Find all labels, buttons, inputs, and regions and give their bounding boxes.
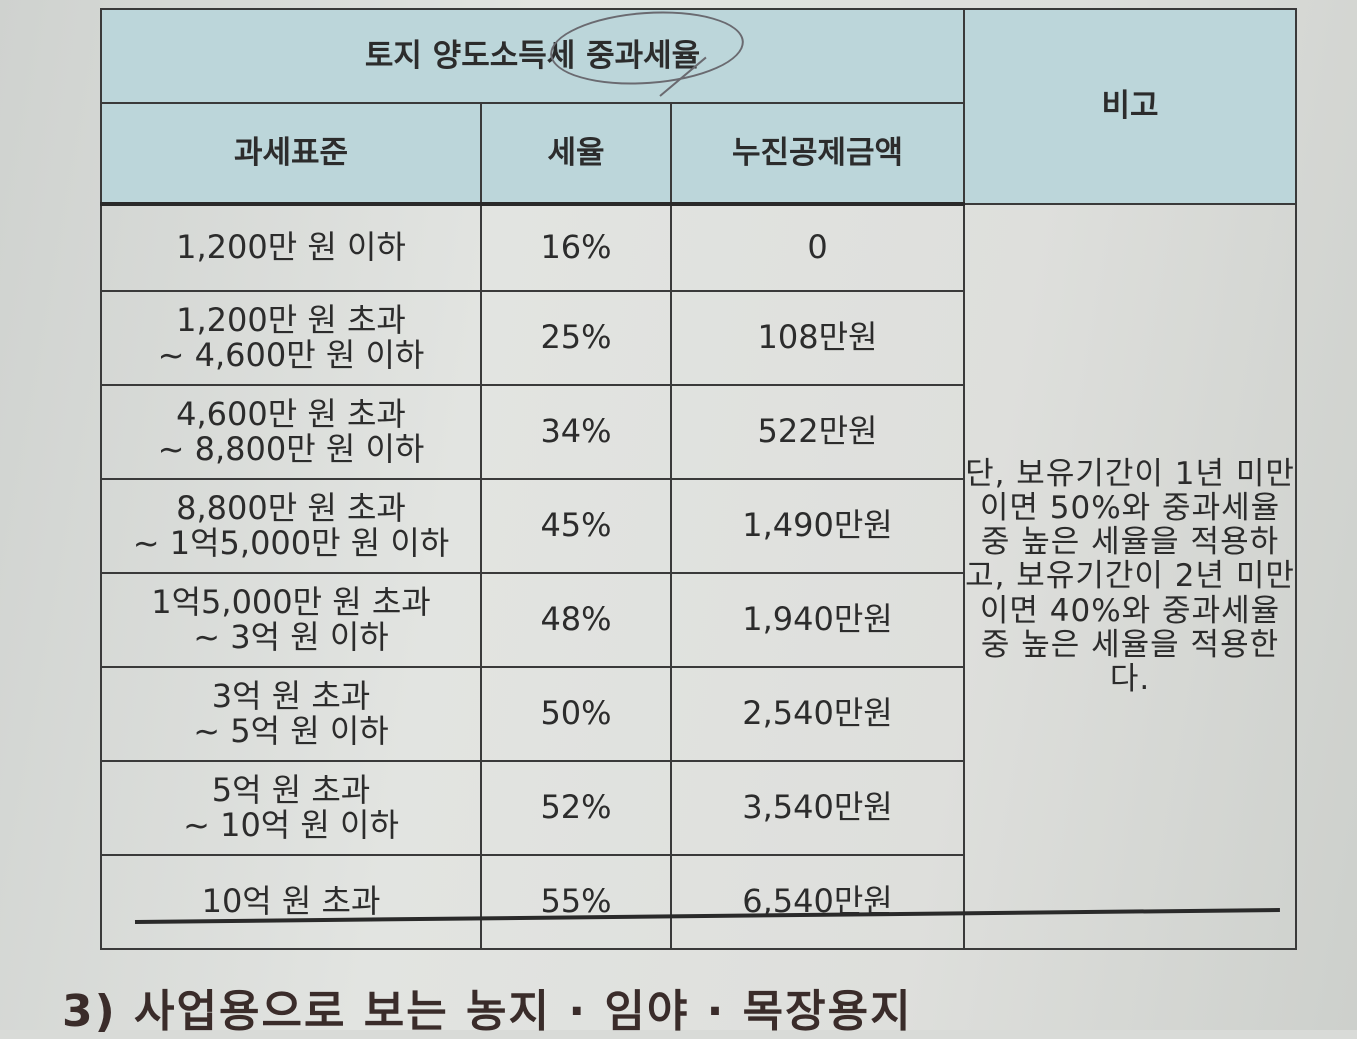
cell-deduction: 3,540만원 (670, 760, 965, 856)
table-row: 8,800만 원 초과 ~ 1억5,000만 원 이하 45% 1,490만원 (100, 478, 1296, 574)
cell-tax-base: 5억 원 초과 ~ 10억 원 이하 (100, 760, 482, 856)
col-header-tax-base: 과세표준 (100, 102, 482, 206)
cell-rate: 16% (480, 203, 672, 292)
cell-deduction: 522만원 (670, 384, 965, 480)
cell-deduction: 1,490만원 (670, 478, 965, 574)
cell-deduction: 6,540만원 (670, 854, 965, 950)
cell-rate: 55% (480, 854, 672, 950)
cell-tax-base: 4,600만 원 초과 ~ 8,800만 원 이하 (100, 384, 482, 480)
cell-rate: 52% (480, 760, 672, 856)
col-header-deduction: 누진공제금액 (670, 102, 965, 206)
note-cell: 단, 보유기간이 1년 미만이면 50%와 중과세율 중 높은 세율을 적용하고… (963, 203, 1297, 950)
cell-tax-base: 1,200만 원 초과 ~ 4,600만 원 이하 (100, 290, 482, 386)
cell-tax-base: 3억 원 초과 ~ 5억 원 이하 (100, 666, 482, 762)
cell-tax-base: 8,800만 원 초과 ~ 1억5,000만 원 이하 (100, 478, 482, 574)
cell-tax-base: 1,200만 원 이하 (100, 203, 482, 292)
col-header-rate: 세율 (480, 102, 672, 206)
cell-rate: 48% (480, 572, 672, 668)
cell-deduction: 108만원 (670, 290, 965, 386)
tax-rate-table: 토지 양도소득세 중과세율 비고 과세표준 세율 누진공제금액 1,200만 원… (100, 8, 1297, 950)
table-row: 5억 원 초과 ~ 10억 원 이하 52% 3,540만원 (100, 760, 1296, 856)
table-row: 4,600만 원 초과 ~ 8,800만 원 이하 34% 522만원 (100, 384, 1296, 480)
cell-deduction: 1,940만원 (670, 572, 965, 668)
cell-deduction: 2,540만원 (670, 666, 965, 762)
note-header: 비고 (963, 8, 1297, 205)
cell-rate: 45% (480, 478, 672, 574)
table-title: 토지 양도소득세 중과세율 (100, 8, 965, 104)
table-row: 3억 원 초과 ~ 5억 원 이하 50% 2,540만원 (100, 666, 1296, 762)
table-row: 1,200만 원 이하 16% 0 단, 보유기간이 1년 미만이면 50%와 … (100, 203, 1297, 950)
section-heading: 3) 사업용으로 보는 농지 · 임야 · 목장용지 (62, 986, 913, 1037)
cell-tax-base: 10억 원 초과 (100, 854, 482, 950)
cell-tax-base: 1억5,000만 원 초과 ~ 3억 원 이하 (100, 572, 482, 668)
table-row: 1억5,000만 원 초과 ~ 3억 원 이하 48% 1,940만원 (100, 572, 1296, 668)
cell-rate: 50% (480, 666, 672, 762)
cell-rate: 34% (480, 384, 672, 480)
table-row: 10억 원 초과 55% 6,540만원 (100, 854, 1296, 950)
cell-rate: 25% (480, 290, 672, 386)
table-row: 1,200만 원 초과 ~ 4,600만 원 이하 25% 108만원 (100, 290, 1296, 386)
cell-deduction: 0 (670, 203, 965, 292)
